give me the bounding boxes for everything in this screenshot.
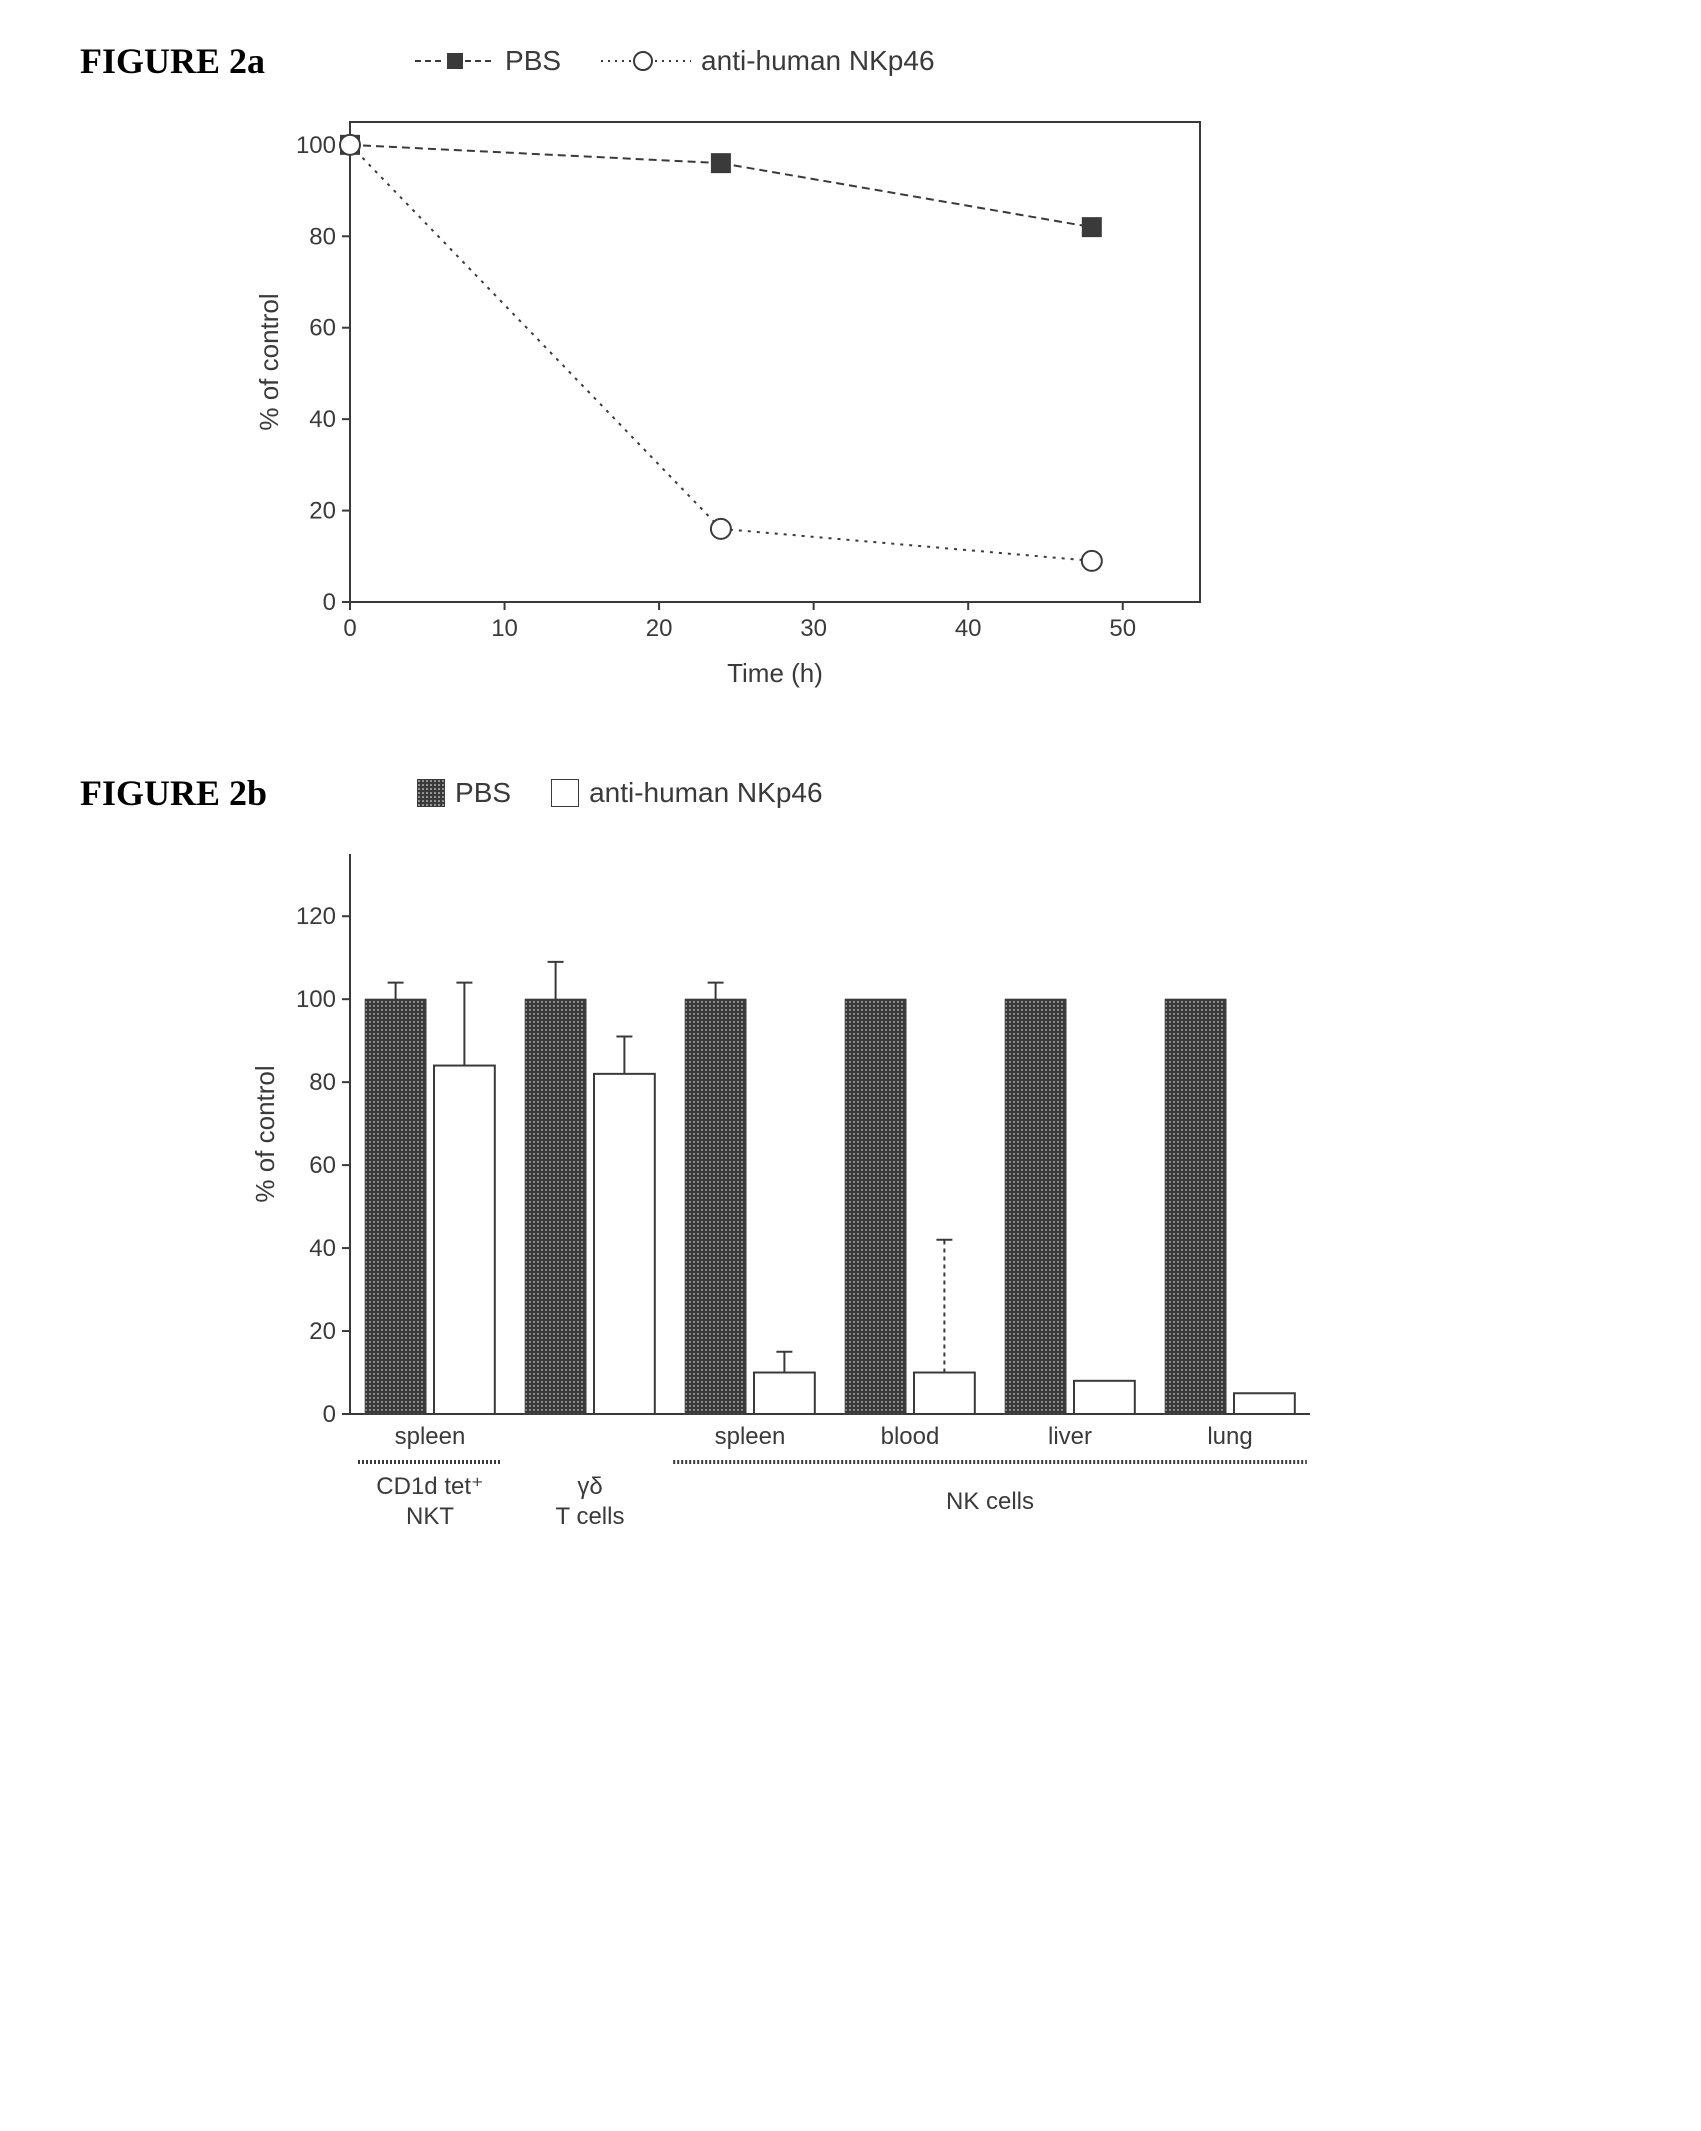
legend-anti-label: anti-human NKp46 [701, 45, 934, 77]
svg-text:80: 80 [309, 223, 336, 250]
svg-text:100: 100 [296, 986, 336, 1013]
legend-anti-b: anti-human NKp46 [551, 777, 822, 809]
svg-text:60: 60 [309, 1152, 336, 1179]
svg-text:20: 20 [309, 1318, 336, 1345]
svg-text:20: 20 [646, 615, 673, 642]
figure-2a-header: FIGURE 2a PBS anti-human NKp46 [40, 40, 1661, 82]
svg-text:0: 0 [323, 589, 336, 616]
figure-2b-title: FIGURE 2b [80, 772, 267, 814]
svg-text:lung: lung [1207, 1423, 1252, 1450]
legend-pbs: PBS [415, 45, 561, 77]
svg-text:60: 60 [309, 315, 336, 342]
svg-text:40: 40 [309, 1235, 336, 1262]
svg-text:0: 0 [323, 1401, 336, 1428]
svg-text:100: 100 [296, 132, 336, 159]
svg-text:120: 120 [296, 903, 336, 930]
svg-text:spleen: spleen [395, 1423, 466, 1450]
figure-2b: FIGURE 2b PBS anti-human NKp46 0 20 40 60 80… [40, 772, 1661, 1604]
svg-text:blood: blood [881, 1423, 940, 1450]
figure-2b-chart: 0 20 40 60 80 100 120 % of control spleen spleen b… [240, 824, 1661, 1604]
figure-2a: FIGURE 2a PBS anti-human NKp46 0 20 40 60 80… [40, 40, 1661, 712]
legend-pbs-label: PBS [505, 45, 561, 77]
svg-text:γδ: γδ [577, 1473, 602, 1500]
figure-2a-title: FIGURE 2a [80, 40, 265, 82]
figure-2a-legend: PBS anti-human NKp46 [415, 45, 935, 77]
svg-text:10: 10 [491, 615, 518, 642]
svg-text:Time (h): Time (h) [727, 658, 823, 688]
svg-text:40: 40 [309, 406, 336, 433]
svg-text:NKT: NKT [406, 1503, 454, 1530]
svg-text:20: 20 [309, 498, 336, 525]
svg-text:% of control: % of control [254, 293, 284, 430]
svg-text:CD1d tet⁺: CD1d tet⁺ [376, 1473, 483, 1500]
svg-text:80: 80 [309, 1069, 336, 1096]
svg-text:NK cells: NK cells [946, 1488, 1034, 1515]
svg-text:30: 30 [800, 615, 827, 642]
legend-pbs-b: PBS [417, 777, 511, 809]
figure-2b-header: FIGURE 2b PBS anti-human NKp46 [40, 772, 1661, 814]
svg-text:spleen: spleen [715, 1423, 786, 1450]
legend-anti: anti-human NKp46 [601, 45, 934, 77]
svg-text:0: 0 [343, 615, 356, 642]
svg-text:50: 50 [1109, 615, 1136, 642]
svg-text:% of control: % of control [250, 1065, 280, 1202]
legend-anti-b-label: anti-human NKp46 [589, 777, 822, 809]
svg-text:T cells: T cells [556, 1503, 625, 1530]
figure-2b-legend: PBS anti-human NKp46 [417, 777, 823, 809]
svg-text:40: 40 [955, 615, 982, 642]
legend-pbs-b-label: PBS [455, 777, 511, 809]
svg-text:liver: liver [1048, 1423, 1092, 1450]
figure-2a-chart: 0 20 40 60 80 100 0 10 20 30 40 50 Time (h) % of cont… [240, 92, 1661, 712]
